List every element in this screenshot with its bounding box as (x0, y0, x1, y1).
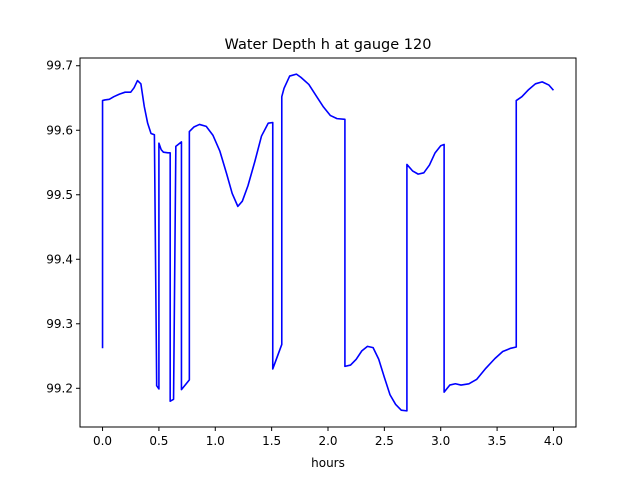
x-axis: 0.0 0.5 1.0 1.5 2.0 2.5 3.0 3.5 4.0 (93, 427, 563, 448)
x-tick-label: 1.5 (262, 434, 281, 448)
x-tick-label: 1.0 (206, 434, 225, 448)
y-tick-label: 99.2 (46, 381, 73, 395)
y-tick-label: 99.3 (46, 317, 73, 331)
x-tick-label: 0.0 (93, 434, 112, 448)
y-tick-label: 99.5 (46, 188, 73, 202)
y-tick-label: 99.4 (46, 252, 73, 266)
y-axis: 99.2 99.3 99.4 99.5 99.6 99.7 (46, 59, 80, 395)
x-tick-label: 3.5 (488, 434, 507, 448)
plot-area (101, 73, 555, 412)
x-tick-label: 2.0 (318, 434, 337, 448)
x-tick-label: 0.5 (149, 434, 168, 448)
chart-title: Water Depth h at gauge 120 (225, 37, 432, 53)
y-tick-label: 99.7 (46, 59, 73, 73)
y-tick-label: 99.6 (46, 123, 73, 137)
x-axis-title: hours (311, 456, 345, 470)
x-tick-label: 2.5 (375, 434, 394, 448)
x-tick-label: 4.0 (544, 434, 563, 448)
x-tick-label: 3.0 (431, 434, 450, 448)
series-line-0 (101, 73, 555, 412)
